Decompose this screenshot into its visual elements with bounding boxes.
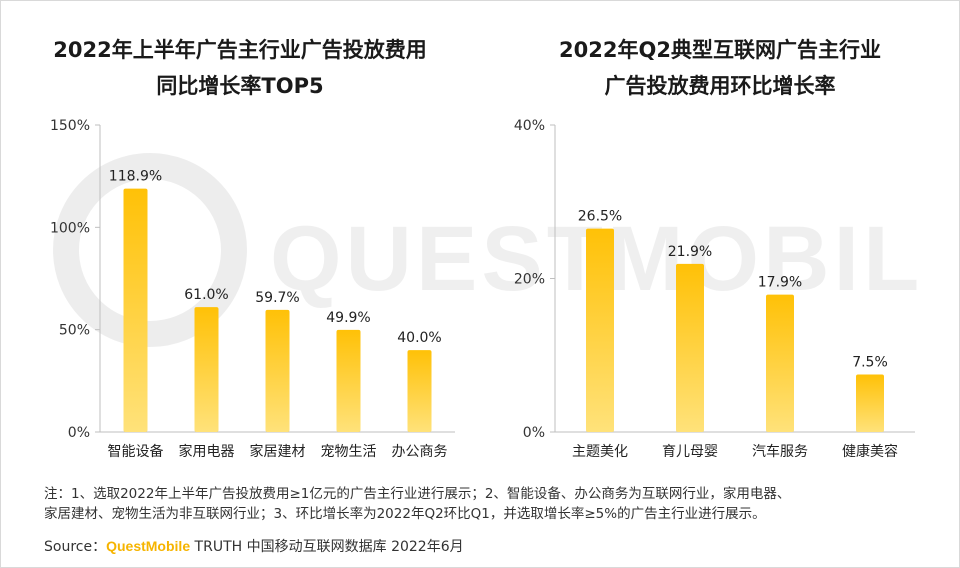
x-category-label: 育儿母婴 bbox=[662, 444, 718, 460]
y-tick-label: 20% bbox=[514, 272, 545, 288]
bar bbox=[766, 294, 794, 432]
left-chart-title: 2022年上半年广告主行业广告投放费用 同比增长率TOP5 bbox=[20, 32, 460, 104]
data-label: 49.9% bbox=[326, 310, 370, 326]
y-tick-label: 40% bbox=[514, 118, 545, 134]
bar bbox=[856, 374, 884, 432]
source-label: Source： bbox=[44, 539, 107, 555]
y-tick-label: 0% bbox=[68, 425, 90, 441]
x-category-label: 家居建材 bbox=[250, 443, 306, 460]
data-label: 61.0% bbox=[184, 287, 228, 303]
data-label: 21.9% bbox=[668, 244, 712, 260]
data-label: 17.9% bbox=[758, 275, 802, 291]
y-tick-label: 0% bbox=[523, 425, 545, 441]
data-label: 40.0% bbox=[397, 330, 441, 346]
source-brand: QuestMobile bbox=[106, 538, 191, 554]
bar bbox=[265, 309, 290, 432]
x-category-label: 汽车服务 bbox=[752, 443, 808, 460]
data-label: 118.9% bbox=[109, 169, 162, 185]
x-category-label: 宠物生活 bbox=[321, 444, 377, 460]
source-rest: TRUTH 中国移动互联网数据库 2022年6月 bbox=[190, 539, 464, 555]
data-label: 59.7% bbox=[255, 290, 299, 306]
bar bbox=[586, 228, 614, 432]
y-tick-label: 100% bbox=[50, 220, 90, 236]
x-category-label: 家用电器 bbox=[179, 443, 235, 460]
x-category-label: 办公商务 bbox=[392, 444, 448, 460]
right-chart-title: 2022年Q2典型互联网广告主行业 广告投放费用环比增长率 bbox=[500, 32, 940, 104]
x-category-label: 健康美容 bbox=[842, 443, 898, 460]
bar bbox=[407, 350, 432, 432]
footnote-line2: 家居建材、宠物生活为非互联网行业；3、环比增长率为2022年Q2环比Q1，并选取… bbox=[44, 506, 766, 522]
source-line: Source：QuestMobile TRUTH 中国移动互联网数据库 2022… bbox=[44, 536, 464, 556]
data-label: 7.5% bbox=[852, 354, 888, 370]
x-category-label: 主题美化 bbox=[572, 444, 628, 460]
bar bbox=[123, 188, 148, 432]
right-chart-title-line1: 2022年Q2典型互联网广告主行业 bbox=[559, 38, 881, 62]
bar bbox=[194, 307, 219, 432]
left-chart-title-line2: 同比增长率TOP5 bbox=[156, 74, 324, 98]
left-chart-title-line1: 2022年上半年广告主行业广告投放费用 bbox=[53, 38, 427, 62]
y-tick-label: 150% bbox=[50, 118, 90, 134]
y-tick-label: 50% bbox=[59, 323, 90, 339]
bar bbox=[676, 263, 704, 432]
right-chart-title-line2: 广告投放费用环比增长率 bbox=[604, 74, 836, 98]
footnote-line1: 注：1、选取2022年上半年广告投放费用≥1亿元的广告主行业进行展示；2、智能设… bbox=[44, 486, 791, 502]
footnote: 注：1、选取2022年上半年广告投放费用≥1亿元的广告主行业进行展示；2、智能设… bbox=[44, 484, 934, 524]
bar bbox=[336, 329, 361, 432]
data-label: 26.5% bbox=[578, 209, 622, 225]
x-category-label: 智能设备 bbox=[108, 443, 164, 460]
